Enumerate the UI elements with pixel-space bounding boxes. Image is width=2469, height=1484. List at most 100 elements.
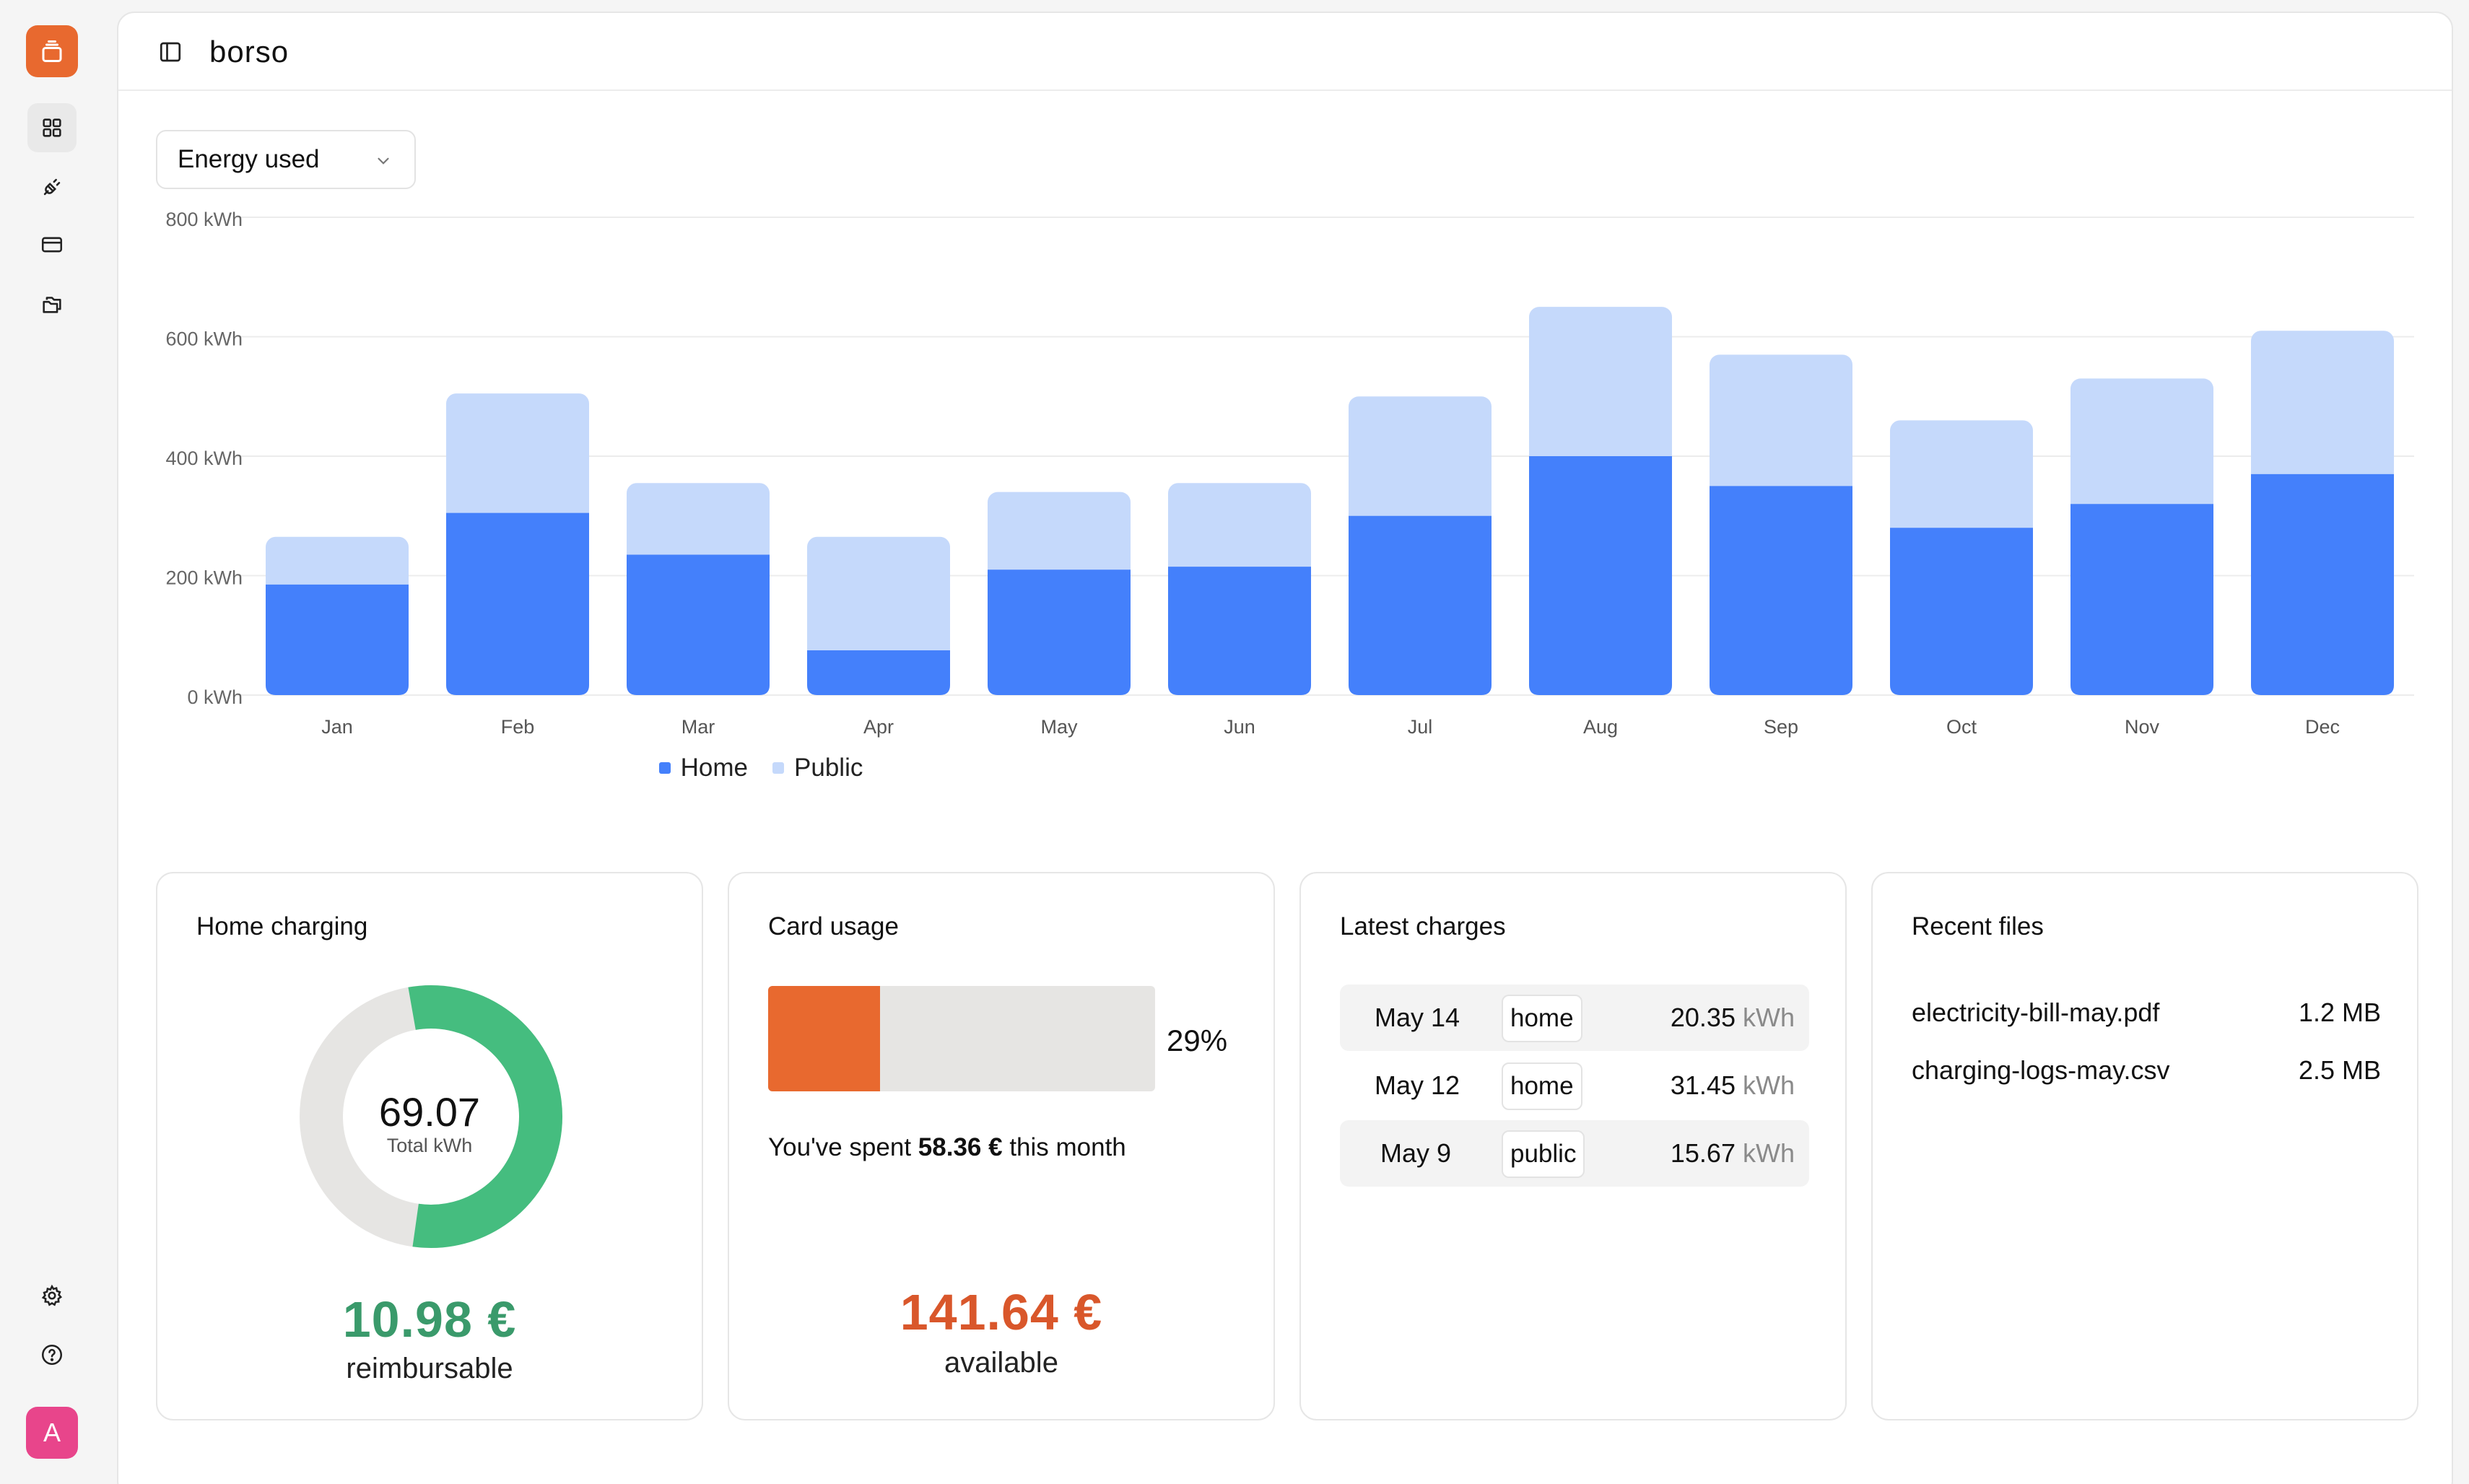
latest-charges-card: Latest charges May 14 home 20.35 kWh May… <box>1299 872 1847 1420</box>
card-usage-card: Card usage 29% You've spent 58.36 € this… <box>728 872 1275 1420</box>
bar-home <box>2070 504 2213 695</box>
x-tick-label: Jul <box>1408 716 1433 738</box>
legend-label: Home <box>680 754 749 782</box>
charge-value: 15.67 kWh <box>1670 1138 1795 1168</box>
home-charging-donut <box>300 985 562 1248</box>
bar-home <box>1710 486 1852 695</box>
file-size: 2.5 MB <box>2298 1055 2381 1085</box>
charge-date: May 9 <box>1380 1138 1452 1168</box>
nav-settings[interactable] <box>27 1271 77 1320</box>
app-title: borso <box>209 35 289 69</box>
legend-swatch <box>772 762 785 774</box>
charge-row[interactable]: May 9 public 15.67 kWh <box>1340 1120 1809 1187</box>
home-charging-title: Home charging <box>196 912 368 940</box>
charge-row[interactable]: May 12 home 31.45 kWh <box>1340 1052 1809 1119</box>
x-tick-label: Jun <box>1224 716 1255 738</box>
recent-files-title: Recent files <box>1912 912 2044 940</box>
legend-label: Public <box>794 754 863 782</box>
donut-value: 69.07 <box>378 1089 481 1135</box>
bar-home <box>2251 473 2394 695</box>
charge-type-badge: home <box>1502 995 1582 1042</box>
chevron-down-icon <box>378 157 389 165</box>
charge-date: May 12 <box>1375 1070 1460 1100</box>
chart-legend: Home Public <box>118 754 1403 782</box>
card-usage-bar <box>768 986 1155 1091</box>
nav-dashboard[interactable] <box>27 103 77 152</box>
legend-swatch <box>658 762 671 774</box>
bar-home <box>446 512 589 695</box>
spent-suffix: this month <box>1009 1133 1126 1161</box>
nav-charging[interactable] <box>27 162 77 211</box>
app-logo[interactable] <box>26 25 78 77</box>
x-tick-label: Nov <box>2125 716 2160 738</box>
bar-home <box>1168 567 1311 695</box>
file-name: charging-logs-may.csv <box>1912 1055 2170 1085</box>
x-tick-label: Jan <box>321 716 353 738</box>
latest-charges-title: Latest charges <box>1340 912 1506 940</box>
spent-prefix: You've spent <box>768 1133 912 1161</box>
gear-icon <box>41 1284 63 1306</box>
bar-home <box>627 554 770 695</box>
x-tick-label: May <box>1040 716 1078 738</box>
x-tick-label: Sep <box>1764 716 1798 738</box>
card-usage-percent: 29% <box>1167 1023 1228 1057</box>
dashboard-grid-icon <box>43 118 61 137</box>
sidebar: A <box>0 0 105 1484</box>
logo-icon <box>42 40 62 62</box>
card-usage-fill <box>768 986 881 1091</box>
x-tick-label: Dec <box>2305 716 2340 738</box>
bar-home <box>1890 528 2033 695</box>
spent-amount: 58.36 € <box>918 1133 1003 1161</box>
donut-label: Total kWh <box>386 1135 473 1156</box>
charge-type-badge: home <box>1502 1062 1582 1110</box>
top-bar: borso <box>118 13 2452 91</box>
charge-date: May 14 <box>1375 1003 1460 1032</box>
bar-home <box>807 650 950 695</box>
spent-line: You've spent 58.36 € this month <box>768 1133 1126 1162</box>
y-tick-label: 200 kWh <box>165 567 243 589</box>
reimbursable-label: reimbursable <box>346 1353 513 1384</box>
charge-type-badge: public <box>1502 1130 1585 1178</box>
nav-help[interactable] <box>27 1330 77 1379</box>
user-avatar[interactable]: A <box>26 1407 78 1459</box>
y-tick-label: 400 kWh <box>165 448 243 469</box>
file-name: electricity-bill-may.pdf <box>1912 998 2160 1027</box>
home-charging-card: Home charging 69.07 Total kWh 10.98 € re… <box>156 872 703 1420</box>
nav-cards[interactable] <box>27 220 77 269</box>
bar-home <box>988 569 1131 695</box>
available-label: available <box>944 1347 1058 1379</box>
bar-home <box>1349 515 1492 695</box>
x-tick-label: Apr <box>863 716 894 738</box>
charge-value: 20.35 kWh <box>1670 1003 1795 1032</box>
bar-home <box>266 584 409 695</box>
available-amount: 141.64 € <box>900 1284 1103 1340</box>
credit-card-icon <box>41 237 63 253</box>
y-tick-label: 600 kWh <box>165 328 243 350</box>
y-tick-label: 800 kWh <box>165 209 243 230</box>
legend-item[interactable]: Home <box>658 754 749 782</box>
avatar-initial: A <box>43 1418 61 1447</box>
metric-select[interactable]: Energy used <box>156 130 416 189</box>
metric-select-value: Energy used <box>178 145 320 173</box>
help-circle-icon <box>41 1344 63 1366</box>
x-tick-label: Mar <box>682 716 715 738</box>
energy-bar-chart: 0 kWh 200 kWh 400 kWh 600 kWh 800 kWh Jan Feb M… <box>165 209 2414 738</box>
reimbursable-amount: 10.98 € <box>342 1291 517 1348</box>
bar-home <box>1529 456 1672 695</box>
x-tick-label: Feb <box>501 716 535 738</box>
card-usage-title: Card usage <box>768 912 899 940</box>
main-panel: borso Energy used 0 kWh 200 kWh 400 kWh 600… <box>117 12 2453 1484</box>
sidebar-toggle-icon[interactable] <box>157 39 183 65</box>
charge-row[interactable]: May 14 home 20.35 kWh <box>1340 985 1809 1051</box>
energy-chart: 0 kWh 200 kWh 400 kWh 600 kWh 800 kWh Jan Feb M… <box>118 193 2455 821</box>
folders-icon <box>43 297 61 313</box>
charge-value: 31.45 kWh <box>1670 1070 1795 1100</box>
donut-progress <box>300 985 562 1248</box>
file-size: 1.2 MB <box>2298 998 2381 1027</box>
plug-icon <box>43 178 61 196</box>
recent-files-card: Recent files electricity-bill-may.pdf 1.… <box>1871 872 2418 1420</box>
legend-item[interactable]: Public <box>772 754 863 782</box>
nav-files[interactable] <box>27 279 77 328</box>
x-tick-label: Oct <box>1946 716 1977 738</box>
